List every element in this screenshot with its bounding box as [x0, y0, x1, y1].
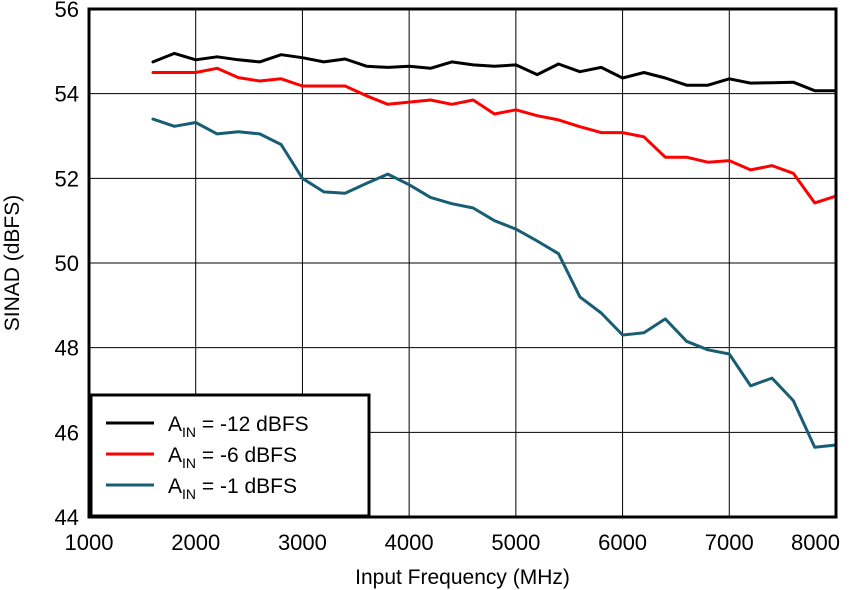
legend-label-3: AIN = -1 dBFS — [168, 475, 297, 502]
x-axis-label: Input Frequency (MHz) — [355, 566, 570, 589]
y-tick-label: 46 — [55, 420, 79, 445]
x-tick-label: 4000 — [385, 530, 434, 555]
series-line-2 — [151, 66, 838, 205]
x-tick-labels: 1000 2000 3000 4000 5000 6000 7000 8000 — [65, 530, 840, 555]
x-tick-label: 3000 — [278, 530, 327, 555]
y-tick-label: 50 — [55, 251, 79, 276]
x-tick-label: 7000 — [705, 530, 754, 555]
grid-lines — [88, 8, 837, 518]
y-tick-label: 54 — [55, 82, 79, 107]
x-tick-label: 5000 — [491, 530, 540, 555]
legend-label-main: A — [168, 413, 182, 436]
series-lines — [151, 51, 838, 449]
y-axis-label: SINAD (dBFS) — [1, 195, 24, 332]
y-tick-labels: 44 46 48 50 52 54 56 — [55, 0, 79, 530]
series-line-3 — [151, 117, 838, 449]
legend-label-1: AIN = -12 dBFS — [168, 413, 309, 440]
x-tick-label: 8000 — [791, 530, 840, 555]
series-line-1 — [151, 51, 838, 93]
legend-label-suffix: = -12 dBFS — [196, 413, 309, 436]
legend-label-subscript: IN — [182, 455, 196, 471]
legend-label-suffix: = -6 dBFS — [196, 444, 297, 467]
legend-label-subscript: IN — [182, 486, 196, 502]
legend-label-suffix: = -1 dBFS — [196, 475, 297, 498]
y-tick-label: 52 — [55, 166, 79, 191]
y-tick-label: 56 — [55, 0, 79, 22]
x-tick-label: 1000 — [65, 530, 114, 555]
y-tick-label: 44 — [55, 505, 79, 530]
y-tick-label: 48 — [55, 336, 79, 361]
plot-frame — [87, 7, 838, 519]
x-tick-label: 2000 — [171, 530, 220, 555]
legend-label-main: A — [168, 444, 182, 467]
legend-label-main: A — [168, 475, 182, 498]
x-tick-label: 6000 — [598, 530, 647, 555]
legend-label-2: AIN = -6 dBFS — [168, 444, 297, 471]
legend-label-subscript: IN — [182, 424, 196, 440]
